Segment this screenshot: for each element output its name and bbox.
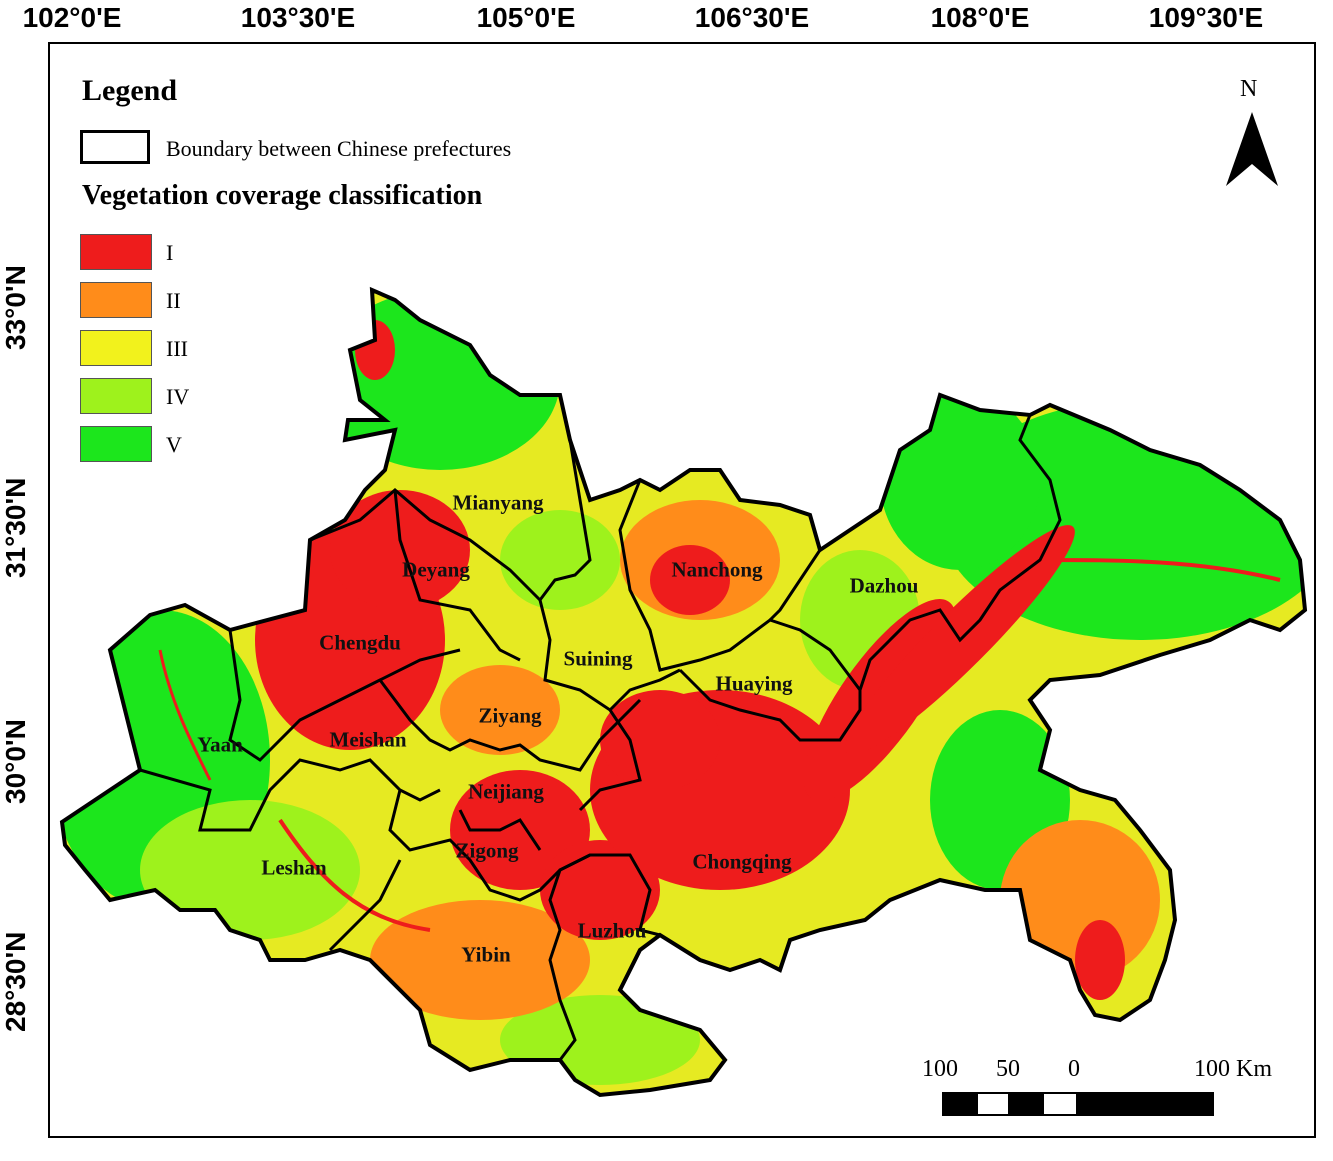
scale-segment bbox=[1076, 1092, 1214, 1116]
scale-label-100-left: 100 bbox=[922, 1056, 958, 1082]
prefecture-label-luzhou: Luzhou bbox=[577, 918, 647, 943]
legend-title: Legend bbox=[82, 74, 178, 107]
class-swatch-iv bbox=[80, 378, 152, 414]
class-label-iv: IV bbox=[166, 384, 190, 409]
classification-title: Vegetation coverage classification bbox=[82, 180, 483, 211]
longitude-label: 108°0'E bbox=[930, 2, 1030, 33]
boundary-symbol bbox=[80, 130, 150, 164]
longitude-label: 105°0'E bbox=[476, 2, 576, 33]
longitude-label: 109°30'E bbox=[1148, 2, 1264, 33]
prefecture-label-huaying: Huaying bbox=[715, 671, 793, 696]
class-label-v: V bbox=[166, 432, 182, 457]
prefecture-label-mianyang: Mianyang bbox=[452, 490, 544, 515]
prefecture-label-deyang: Deyang bbox=[402, 557, 470, 582]
class-swatch-iii bbox=[80, 330, 152, 366]
longitude-label: 106°30'E bbox=[694, 2, 810, 33]
class-label-i: I bbox=[166, 240, 174, 265]
prefecture-boundaries bbox=[139, 414, 1062, 1061]
prefecture-label-zigong: Zigong bbox=[455, 838, 519, 863]
class-swatch-i bbox=[80, 234, 152, 270]
longitude-label: 103°30'E bbox=[240, 2, 356, 33]
prefecture-label-nanchong: Nanchong bbox=[671, 557, 763, 582]
scale-segment bbox=[1042, 1092, 1078, 1116]
prefecture-label-leshan: Leshan bbox=[261, 855, 327, 880]
prefecture-label-yibin: Yibin bbox=[461, 942, 511, 967]
scale-label-100-km: 100 Km bbox=[1194, 1056, 1272, 1082]
class-swatch-v bbox=[80, 426, 152, 462]
scale-label-50: 50 bbox=[996, 1056, 1020, 1082]
prefecture-label-ziyang: Ziyang bbox=[478, 703, 542, 728]
longitude-label: 102°0'E bbox=[22, 2, 122, 33]
prefecture-label-meishan: Meishan bbox=[329, 727, 407, 752]
prefecture-label-chongqing: Chongqing bbox=[692, 849, 792, 874]
prefecture-label-chengdu: Chengdu bbox=[319, 630, 401, 655]
prefecture-label-dazhou: Dazhou bbox=[849, 573, 919, 598]
scale-segment bbox=[1008, 1092, 1044, 1116]
north-label: N bbox=[1240, 76, 1258, 102]
north-arrow-icon bbox=[1226, 112, 1278, 186]
boundary-label: Boundary between Chinese prefectures bbox=[166, 136, 512, 161]
prefecture-label-neijiang: Neijiang bbox=[468, 779, 544, 804]
scale-segment bbox=[942, 1092, 978, 1116]
scale-label-0: 0 bbox=[1068, 1056, 1080, 1082]
prefecture-label-suining: Suining bbox=[563, 646, 633, 671]
scale-segment bbox=[976, 1092, 1010, 1116]
class-label-ii: II bbox=[166, 288, 181, 313]
study-area-outline bbox=[59, 286, 1308, 1098]
map-frame bbox=[48, 42, 1316, 1138]
prefecture-label-yaan: Yaan bbox=[197, 732, 243, 757]
class-swatch-ii bbox=[80, 282, 152, 318]
class-label-iii: III bbox=[166, 336, 188, 361]
